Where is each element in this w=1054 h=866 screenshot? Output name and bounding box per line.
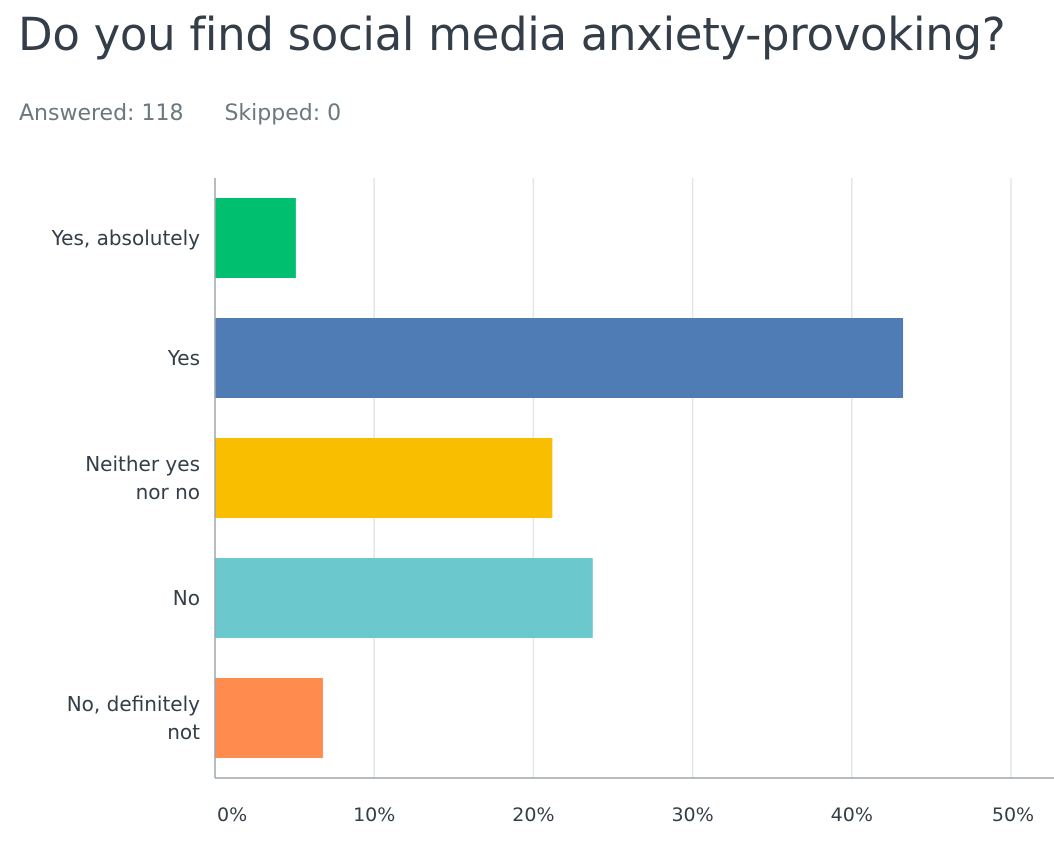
category-labels: Yes, absolutely Yes Neither yes nor no No No,… [51,226,201,744]
bar-2 [215,438,553,518]
tick-label-30: 30% [671,804,713,826]
category-label-line: No, definitely [67,692,200,716]
tick-labels: 0% 10% 20% 30% 40% 50% [217,804,1034,826]
category-label-0: Yes, absolutely [51,226,201,250]
category-label-line: Neither yes [85,452,200,476]
gridlines [373,178,1012,778]
category-label-4: No, definitely not [67,692,200,744]
tick-label-50: 50% [992,804,1034,826]
tick-label-0: 0% [217,804,247,826]
category-label-3: No [173,586,200,610]
category-label-2: Neither yes nor no [85,452,200,504]
skipped-count: Skipped: 0 [224,101,342,126]
bar-0 [215,198,296,278]
bar-3 [215,558,593,638]
bar-4 [215,678,323,758]
tick-label-10: 10% [353,804,395,826]
category-label-line: Yes, absolutely [51,226,201,250]
tick-label-20: 20% [512,804,554,826]
category-label-line: nor no [136,480,200,504]
response-stats: Answered: 118 Skipped: 0 [19,101,341,126]
category-label-line: Yes [167,346,200,370]
tick-label-40: 40% [831,804,873,826]
category-label-line: not [167,720,200,744]
bars [215,198,904,758]
answered-count: Answered: 118 [19,101,184,126]
category-label-line: No [173,586,200,610]
page-title: Do you find social media anxiety-provoki… [18,8,1006,61]
category-label-1: Yes [167,346,200,370]
axes [214,178,1054,779]
bar-1 [215,318,904,398]
